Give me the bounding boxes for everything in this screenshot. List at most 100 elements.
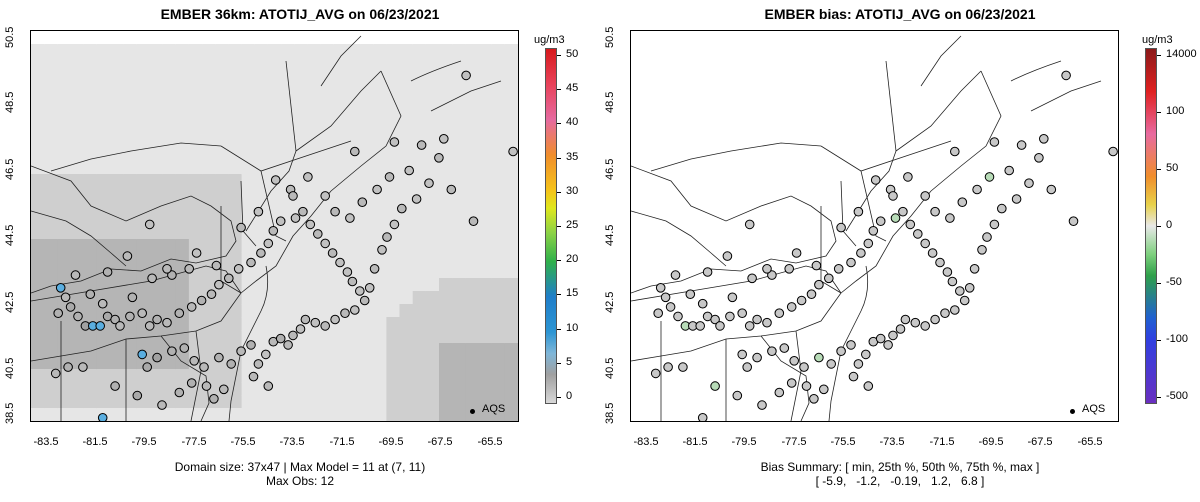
heatmap-cell [70,408,85,421]
aqs-site-point [411,194,422,204]
heatmap-cell [136,226,150,240]
heatmap-cell [452,239,466,253]
coastline [828,60,1102,421]
heatmap-cell [439,382,453,396]
aqs-site-point [144,321,155,331]
legend-tick-mark [557,226,561,227]
heatmap-cell [412,44,427,58]
aqs-site-point [404,165,415,176]
heatmap-cell [465,239,480,253]
heatmap-cell [70,330,85,344]
aqs-legend-label: AQS [482,403,506,415]
heatmap-cell [320,96,335,110]
heatmap-cell [110,369,124,383]
heatmap-cell [333,122,348,136]
aqs-site-point [439,134,449,144]
heatmap-cell [373,369,387,383]
bias-site-point [737,308,747,319]
heatmap-cell [478,304,493,318]
heatmap-cell [162,44,177,58]
heatmap-cell [241,174,256,188]
heatmap-cell [320,265,335,279]
heatmap-cell [465,330,480,344]
x-tick-label: -75.5 [230,436,256,448]
heatmap-cell [110,161,124,175]
heatmap-cell [346,161,361,175]
heatmap-cell [31,213,45,227]
aqs-site-point [162,317,172,328]
heatmap-cell [96,96,111,110]
heatmap-cell [57,83,71,97]
heatmap-cell [399,252,414,266]
bias-site-point [920,191,931,201]
heatmap-cell [202,161,216,175]
legend-tick-label: 35 [566,151,579,163]
heatmap-cell [307,252,322,266]
heatmap-cell [346,408,361,421]
heatmap-cell [44,135,58,149]
heatmap-cell [215,57,229,71]
bias-site-point [947,276,958,287]
heatmap-cell [333,239,348,253]
aqs-site-point [310,317,321,328]
aqs-site-point [189,356,199,366]
heatmap-cell [31,83,45,97]
heatmap-cell [149,174,164,188]
heatmap-cell [202,343,216,357]
bias-site-point [663,362,673,372]
heatmap-cell [504,382,518,396]
aqs-site-point [73,311,83,322]
heatmap-cell [241,109,256,123]
bias-site-point [833,264,844,274]
heatmap-cell [399,239,414,253]
aqs-site-point [283,340,293,350]
heatmap-cell [57,109,71,123]
heatmap-cell [31,109,45,123]
heatmap-cell [373,382,387,396]
legend-tick-label: 40 [566,116,579,128]
heatmap-cell [491,109,506,123]
heatmap-cell [465,369,480,383]
heatmap-cell [267,369,282,383]
heatmap-cell [241,317,256,331]
heatmap-cell [412,304,427,318]
heatmap-cell [31,395,45,409]
heatmap-cell [491,395,506,409]
heatmap-cell [44,83,58,97]
heatmap-cell [215,317,229,331]
bias-site-point [789,356,799,366]
heatmap-cell [320,213,335,227]
heatmap-cell [360,213,374,227]
heatmap-cell [452,109,466,123]
bias-site-point [972,184,982,195]
heatmap-cell [70,109,85,123]
y-tick-label: 44.5 [604,224,616,246]
heatmap-cell [439,304,453,318]
heatmap-cell [412,291,427,305]
aqs-site-point [330,206,340,217]
heatmap-cell [478,174,493,188]
heatmap-cell [320,148,335,162]
legend-tick-label: 50 [566,48,579,60]
heatmap-cell [254,148,269,162]
aqs-site-point [115,321,125,331]
heatmap-cell [452,83,466,97]
heatmap-cell [333,291,348,305]
heatmap-cell [241,291,256,305]
heatmap-cell [491,369,506,383]
heatmap-cell [175,122,190,136]
heatmap-cell [267,44,282,58]
heatmap-cell [228,96,243,110]
heatmap-cell [202,213,216,227]
heatmap-cell [373,83,387,97]
heatmap-cell [70,382,85,396]
heatmap-cell [96,369,111,383]
heatmap-cell [294,369,308,383]
heatmap-cell [307,135,322,149]
heatmap-cell [57,213,71,227]
heatmap-cell [267,187,282,201]
heatmap-cell [425,70,440,84]
heatmap-cell [57,382,71,396]
heatmap-cell [44,96,58,110]
state-boundaries [631,35,1002,421]
